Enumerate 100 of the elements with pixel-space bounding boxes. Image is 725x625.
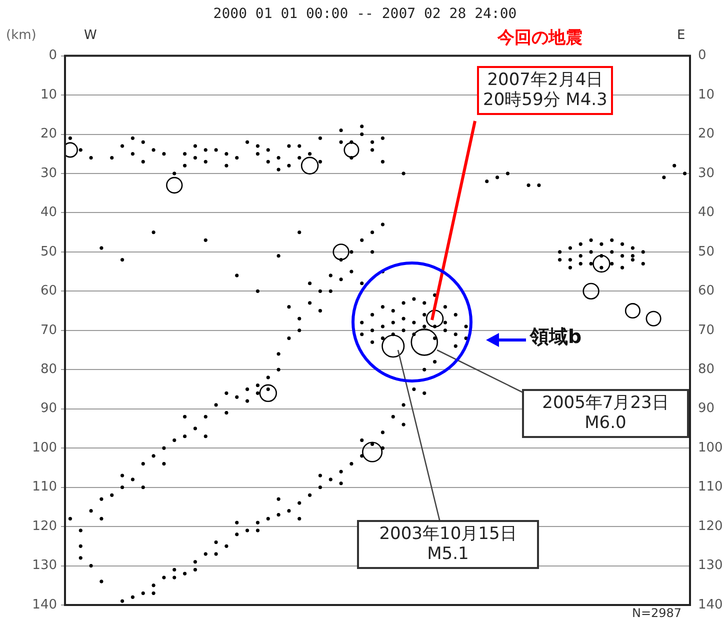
point [370,312,374,317]
point [641,262,645,266]
point [130,478,135,482]
point [287,144,291,148]
point [464,336,468,340]
point [402,328,406,332]
point [454,344,458,348]
point [318,474,322,478]
point [391,414,395,419]
annotation: 領域b [530,326,582,349]
point [130,595,135,600]
y-axis-title: (km) [6,28,36,44]
chart-title: 2000 01 01 00:00 -- 2007 02 28 24:00 [213,6,517,22]
y2-tick-label: 90 [698,401,715,416]
point [526,183,530,188]
point [298,516,302,521]
point [162,576,166,580]
point [276,497,280,501]
y-tick-label: 80 [40,362,57,378]
point [120,144,124,148]
point [152,230,156,234]
point [130,152,135,156]
point [464,324,468,328]
point [110,493,114,498]
point [214,552,218,556]
point [402,301,406,305]
point [141,462,145,466]
point [110,156,114,160]
point [152,454,156,458]
point [308,152,312,156]
point [578,254,582,258]
point [256,144,260,148]
point [568,246,572,250]
point [182,434,187,438]
point [318,485,322,490]
y-tick-label: 90 [40,401,57,416]
point [506,172,510,176]
point [402,403,406,407]
point [672,164,676,168]
y-tick-label: 10 [40,87,57,102]
point [276,156,280,160]
point [266,160,270,164]
point [308,301,312,305]
point [370,140,374,144]
point [172,172,176,176]
point [682,172,687,176]
point [256,528,260,532]
point [204,414,208,419]
point [224,410,228,415]
point [339,470,343,474]
point [370,148,374,152]
point [422,324,426,328]
annotation: 2007年2月4日 20時59分 M4.3 [477,66,614,115]
y-tick-label: 130 [32,558,57,574]
point [204,434,208,438]
y2-tick-label: 110 [698,480,723,495]
point [485,179,489,184]
point [182,414,187,419]
point [412,387,416,392]
point [370,340,374,344]
point [162,446,166,450]
point [120,474,124,478]
point [256,152,260,156]
point [276,168,280,172]
text: E [677,28,686,44]
point [78,544,82,548]
point [610,250,614,254]
point [402,422,406,426]
point [380,160,385,164]
point [235,274,239,278]
point [266,376,270,380]
point [172,438,176,442]
point [224,152,228,156]
point [298,501,302,505]
point [308,281,312,286]
annotation: 2005年7月23日 M6.0 [522,389,689,438]
point [245,387,250,392]
point [89,156,93,160]
point [318,160,322,164]
point [235,395,239,399]
y2-tick-label: 120 [698,518,723,534]
point [380,324,385,328]
point [402,172,406,176]
point [141,485,145,490]
point [172,568,176,572]
point [256,391,260,396]
point [360,438,364,442]
y-tick-label: 0 [48,48,57,64]
point [370,250,374,254]
point [360,281,364,286]
point [214,403,218,407]
point [266,516,270,521]
y-tick-label: 120 [32,518,57,534]
point [89,564,93,568]
point [360,238,364,242]
point [298,156,302,160]
point [287,305,291,309]
point [339,482,343,486]
point [630,254,635,258]
point [224,544,228,548]
